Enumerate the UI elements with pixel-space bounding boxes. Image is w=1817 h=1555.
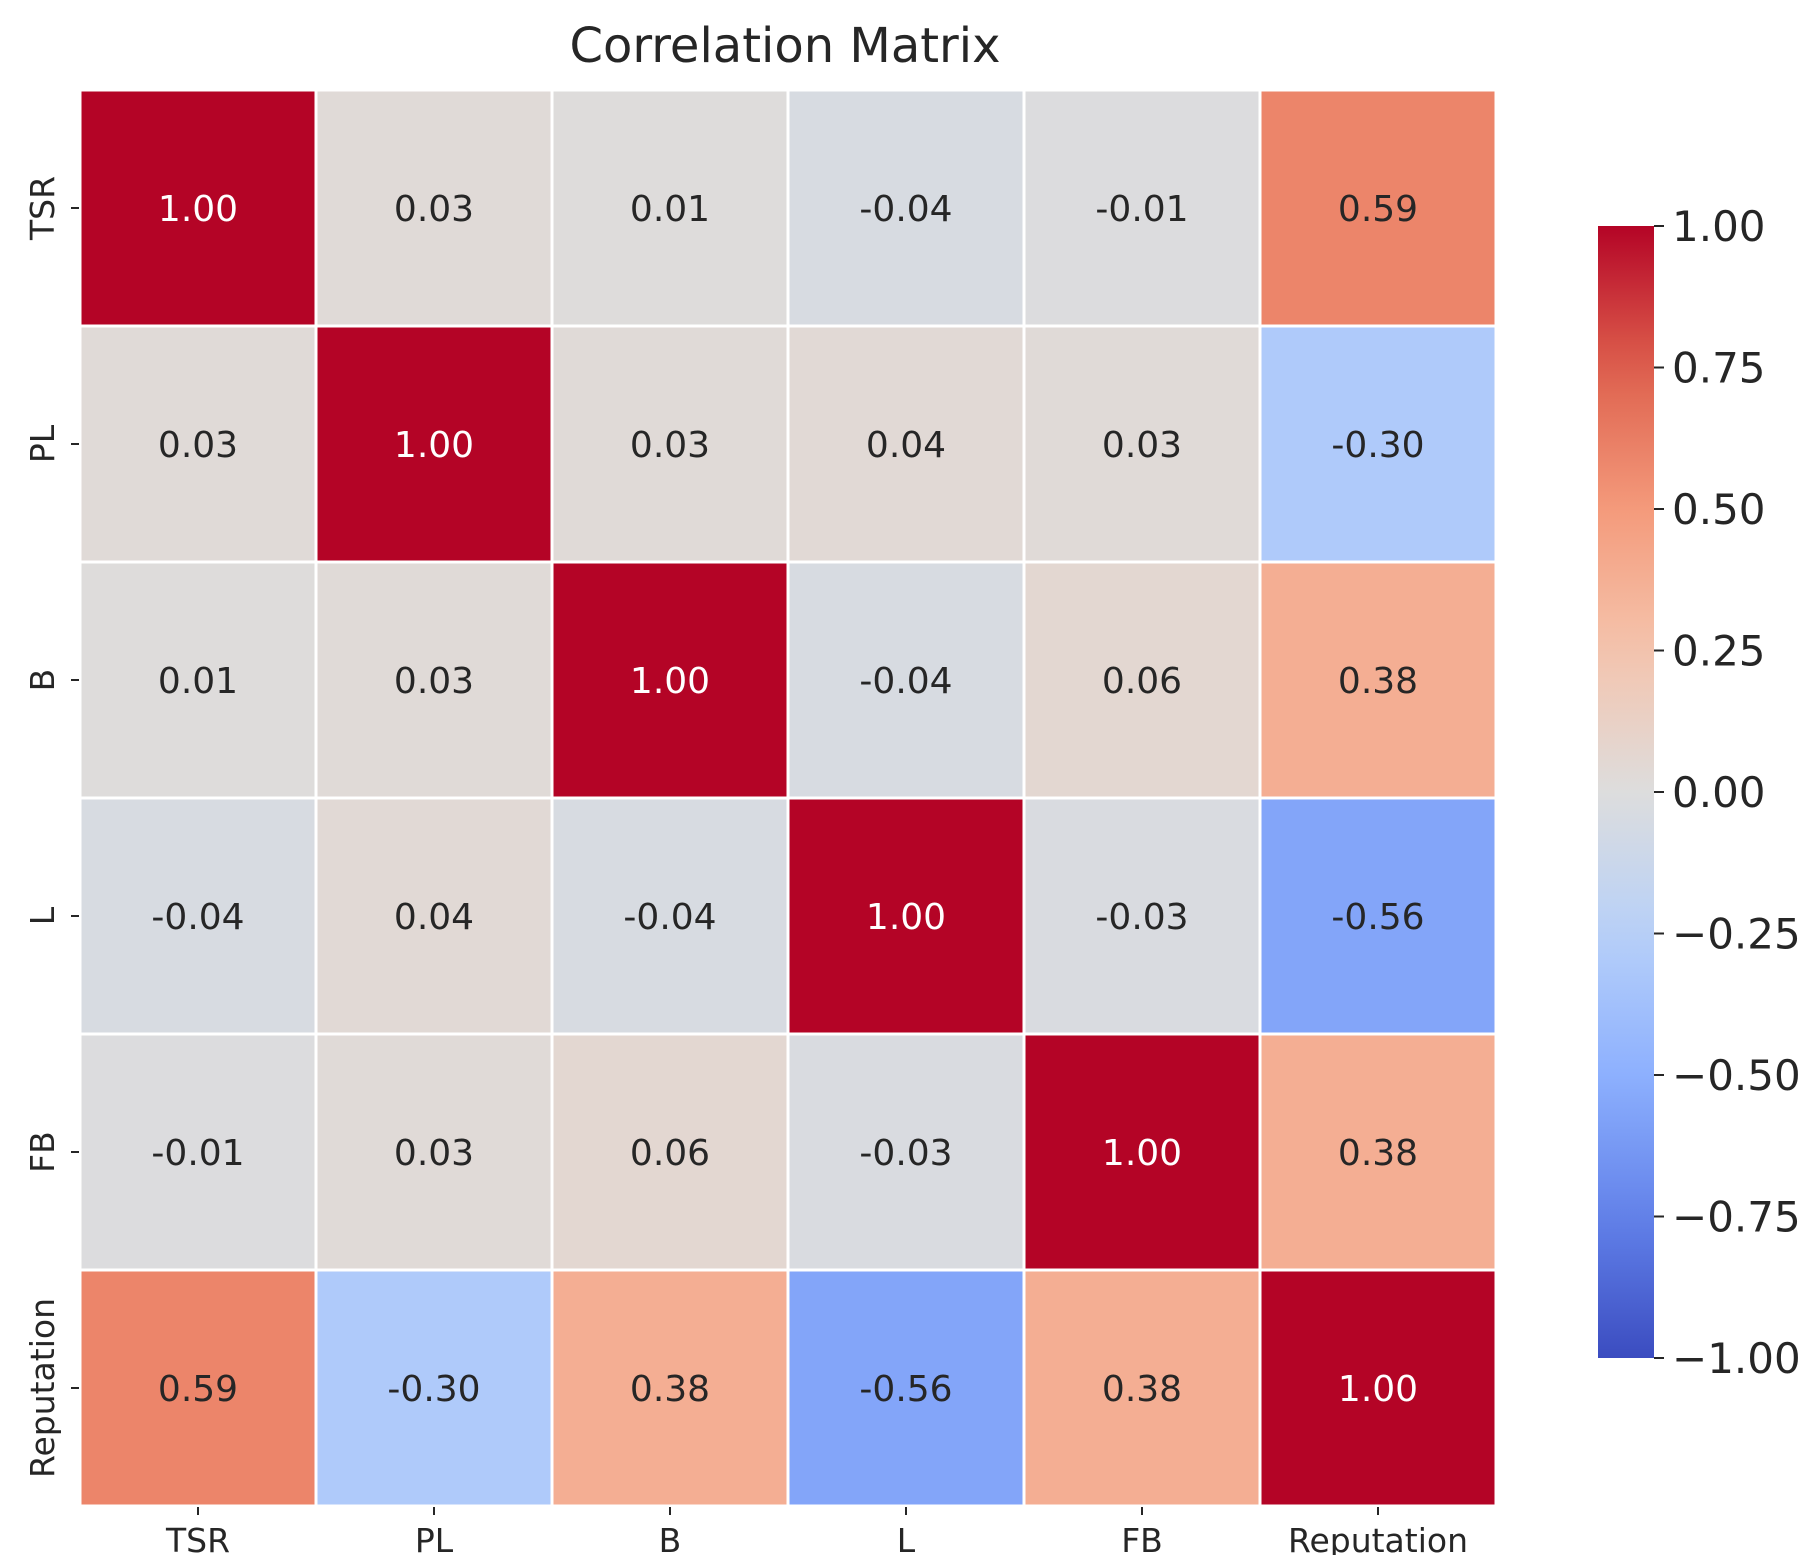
y-tick-label: Reputation [23,1298,62,1478]
heatmap-cell-fb-fb [1022,1032,1262,1272]
x-tick-label: Reputation [1288,1521,1468,1555]
cell-value-label: 0.01 [158,661,238,702]
heatmap-cell-pl-pl [314,324,554,564]
cell-value-label: 0.38 [1338,661,1418,702]
cell-value-label: -0.04 [859,661,952,702]
colorbar-tick-label: 0.75 [1672,344,1766,393]
heatmap-cell-fb-b [550,1032,790,1272]
cell-value-label: 1.00 [630,661,710,702]
heatmap-cell-reputation-l [786,1268,1026,1508]
heatmap-cell-tsr-pl [314,88,554,328]
cell-value-label: -0.56 [1331,897,1424,938]
cell-value-label: -0.04 [859,189,952,230]
heatmap-cell-b-l [786,560,1026,800]
cell-value-label: 0.38 [630,1369,710,1410]
heatmap-cell-b-fb [1022,560,1262,800]
heatmap-cell-fb-tsr [78,1032,318,1272]
colorbar: 1.00 0.75 0.50 0.25 0.00 −0.25 −0.50 −0.75 −1.00 [1598,202,1801,1383]
colorbar-ticks: 1.00 0.75 0.50 0.25 0.00 −0.25 −0.50 −0.75 −1.00 [1654,202,1801,1383]
heatmap-cell-l-b [550,796,790,1036]
cell-value-label: 0.03 [394,661,474,702]
heatmap-cell-reputation-reputation [1258,1268,1498,1508]
colorbar-tick-label: −1.00 [1672,1334,1801,1383]
heatmap-cell-l-reputation [1258,796,1498,1036]
y-tick-label: L [23,906,62,925]
heatmap-cell-b-pl [314,560,554,800]
heatmap-cell-b-reputation [1258,560,1498,800]
cell-value-label: 0.06 [630,1133,710,1174]
cell-value-label: 0.03 [1102,425,1182,466]
heatmap-cell-labels: 1.00 0.03 0.01 -0.04 -0.01 0.59 0.03 1.00 0.03 0.… [151,189,1424,1410]
cell-value-label: 1.00 [1102,1133,1182,1174]
cell-value-label: 0.06 [1102,661,1182,702]
colorbar-gradient [1598,226,1654,1358]
heatmap-cell-fb-reputation [1258,1032,1498,1272]
heatmap-cell-tsr-tsr [78,88,318,328]
cell-value-label: -0.03 [1095,897,1188,938]
cell-value-label: -0.30 [1331,425,1424,466]
heatmap-cell-reputation-tsr [78,1268,318,1508]
cell-value-label: 1.00 [1338,1369,1418,1410]
heatmap-cell-tsr-reputation [1258,88,1498,328]
colorbar-tick-label: −0.75 [1672,1193,1801,1242]
cell-value-label: 0.38 [1338,1133,1418,1174]
cell-value-label: 1.00 [158,189,238,230]
x-tick-label: B [659,1521,682,1555]
heatmap-cell-reputation-fb [1022,1268,1262,1508]
heatmap-cell-l-fb [1022,796,1262,1036]
cell-value-label: -0.04 [151,897,244,938]
heatmap-cell-pl-l [786,324,1026,564]
colorbar-tick-label: 0.50 [1672,485,1766,534]
heatmap-cell-tsr-l [786,88,1026,328]
cell-value-label: 0.38 [1102,1369,1182,1410]
y-tick-label: B [23,669,62,692]
cell-value-label: 0.59 [158,1369,238,1410]
heatmap-cell-l-pl [314,796,554,1036]
cell-value-label: 0.03 [158,425,238,466]
y-axis: TSR PL B L FB Reputation [23,176,79,1478]
heatmap-cell-tsr-fb [1022,88,1262,328]
heatmap-cell-b-tsr [78,560,318,800]
heatmap-cells [78,88,1498,1508]
y-tick-label: PL [23,424,62,463]
cell-value-label: 1.00 [394,425,474,466]
cell-value-label: 0.04 [866,425,946,466]
colorbar-tick-label: −0.25 [1672,910,1801,959]
heatmap-cell-fb-l [786,1032,1026,1272]
cell-value-label: -0.56 [859,1369,952,1410]
cell-value-label: 0.03 [394,1133,474,1174]
cell-value-label: 0.03 [394,189,474,230]
heatmap-cell-l-tsr [78,796,318,1036]
cell-value-label: 0.04 [394,897,474,938]
x-axis: TSR PL B L FB Reputation [165,1507,1468,1555]
cell-value-label: 0.01 [630,189,710,230]
x-tick-label: L [897,1521,916,1555]
x-tick-label: PL [415,1521,454,1555]
colorbar-tick-label: 1.00 [1672,202,1766,251]
chart-title: Correlation Matrix [569,18,1000,74]
cell-value-label: -0.04 [623,897,716,938]
colorbar-tick-label: 0.00 [1672,768,1766,817]
cell-value-label: -0.30 [387,1369,480,1410]
colorbar-tick-label: −0.50 [1672,1051,1801,1100]
y-tick-label: FB [23,1131,62,1173]
x-tick-label: FB [1121,1521,1163,1555]
heatmap-cell-l-l [786,796,1026,1036]
cell-value-label: 0.03 [630,425,710,466]
cell-value-label: -0.01 [1095,189,1188,230]
heatmap-cell-pl-reputation [1258,324,1498,564]
cell-value-label: -0.03 [859,1133,952,1174]
x-tick-label: TSR [165,1521,230,1555]
cell-value-label: -0.01 [151,1133,244,1174]
cell-value-label: 0.59 [1338,189,1418,230]
colorbar-tick-label: 0.25 [1672,627,1766,676]
cell-value-label: 1.00 [866,897,946,938]
y-tick-label: TSR [23,176,62,241]
heatmap-cell-tsr-b [550,88,790,328]
